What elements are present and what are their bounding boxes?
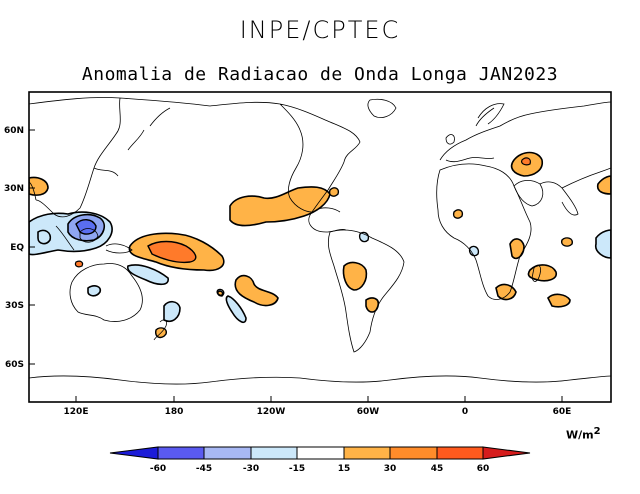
sahara-positive [452, 209, 464, 219]
africa-coast [436, 163, 532, 300]
lon-label-0: 0 [462, 407, 468, 417]
small-pacific-positive [217, 290, 224, 296]
south-brazil-positive [365, 297, 380, 313]
map-title: Anomalia de Radiacao de Onda Longa JAN20… [81, 64, 559, 85]
agency-title: INPE/CPTEC [239, 16, 401, 44]
australia-negative-2 [87, 285, 102, 297]
south-america-coast [327, 229, 405, 353]
caribbean-coast [315, 207, 341, 213]
lon-axis: 120E 180 120W 60W 0 60E [64, 396, 572, 417]
lat-label-60n: 60N [4, 126, 24, 136]
lat-label-60s: 60S [5, 360, 24, 370]
colorbar-seg-lt-60 [109, 446, 159, 460]
lon-label-120w: 120W [257, 407, 286, 417]
western-indian-negative [37, 229, 52, 245]
scandinavia-coast [477, 103, 505, 125]
europe-coast [439, 107, 531, 163]
colorbar-seg-60-45 [157, 446, 205, 460]
japan-coast [127, 107, 171, 151]
lon-label-180: 180 [165, 407, 184, 417]
antarctica-coast [29, 375, 611, 385]
units-exponent: 2 [593, 426, 601, 437]
south-america-positive-region [342, 261, 368, 291]
uk-coast [445, 134, 455, 145]
maritime-continent-core [75, 219, 97, 235]
lon-label-120e: 120E [64, 407, 89, 417]
nz-coast [153, 319, 167, 341]
colorbar-seg-15-30 [343, 446, 391, 460]
lon-label-60w: 60W [357, 407, 380, 417]
north-america-coast [209, 101, 361, 233]
colorbar-label: 45 [431, 464, 444, 474]
colorbar-seg-30-15 [250, 446, 298, 460]
colorbar-seg-45-30 [203, 446, 252, 460]
central-pacific-core [147, 240, 197, 264]
middle-east-core [521, 157, 531, 166]
coastlines [29, 97, 611, 385]
colorbar-seg-15-15 [296, 446, 345, 460]
lat-label-30n: 30N [4, 184, 24, 194]
colorbar-label: 30 [384, 464, 397, 474]
west-atlantic-positive [328, 187, 340, 197]
asia-coast [29, 97, 211, 218]
madagascar-coast [531, 264, 541, 282]
colorbar-label: -30 [243, 464, 259, 474]
colorbar-label: 15 [338, 464, 351, 474]
south-pacific-negative [225, 295, 247, 324]
africa-negative [468, 245, 480, 257]
arabia-coast [513, 180, 579, 216]
colorbar-seg-30-45 [389, 446, 438, 460]
asia-south-coast [529, 101, 611, 189]
colorbar-seg-45-60 [436, 446, 484, 460]
colorbar-units: W/m2 [566, 426, 601, 442]
colorbar-label: -15 [289, 464, 305, 474]
philippines-positive [74, 260, 84, 268]
east-indian-negative [594, 229, 611, 259]
colorbar-label: -60 [150, 464, 166, 474]
madagascar-positive [527, 264, 557, 282]
sumatra-coast [55, 225, 75, 251]
new-guinea-coast [105, 243, 133, 254]
colorbar-label: 60 [477, 464, 490, 474]
colorbar-seg-gt-60 [482, 446, 531, 460]
lat-axis: 60N 30N EQ 30S 60S [4, 126, 35, 370]
colorbar: -60 -45 -30 -15 15 30 45 60 [109, 446, 531, 474]
units-text: W/m [566, 428, 594, 442]
north-atlantic-east-positive [596, 175, 611, 195]
borneo-coast [79, 228, 99, 243]
lon-label-60e: 60E [553, 407, 572, 417]
map-content [29, 97, 611, 385]
east-africa-positive [509, 238, 525, 260]
australia-negative-1 [126, 264, 169, 286]
colorbar-label: -45 [196, 464, 212, 474]
indian-ocean-east-positive [560, 237, 574, 247]
tasman-negative [163, 300, 181, 323]
australia-coast [69, 263, 143, 322]
lat-label-30s: 30S [5, 301, 24, 311]
lat-label-eq: EQ [10, 243, 24, 253]
greenland-coast [367, 98, 397, 118]
south-pacific-positive [234, 274, 279, 307]
south-indian-positive [547, 293, 571, 308]
